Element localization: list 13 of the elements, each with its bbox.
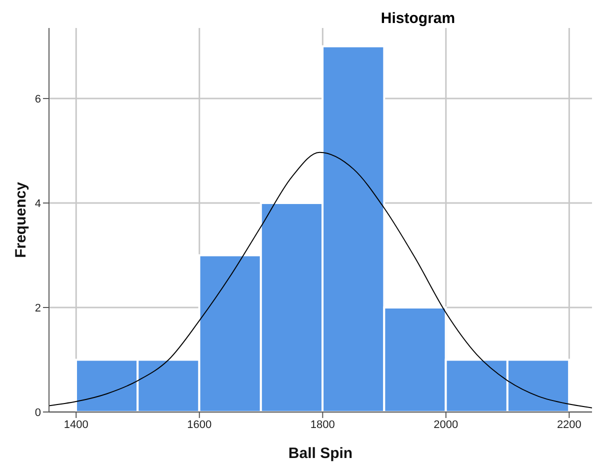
chart-title: Histogram <box>380 10 456 27</box>
x-axis-title: Ball Spin <box>288 445 353 462</box>
x-tick-label: 1800 <box>310 418 335 431</box>
y-tick-label: 0 <box>34 406 41 419</box>
y-tick-label: 2 <box>34 302 41 314</box>
x-tick-label: 1400 <box>64 418 88 431</box>
y-tick-label: 4 <box>34 198 41 210</box>
x-tick-label: 2000 <box>434 418 458 431</box>
x-tick-label: 1600 <box>187 418 212 431</box>
x-tick-label: 2200 <box>556 418 582 431</box>
line-series <box>49 152 592 408</box>
y-axis-title: Frequency <box>12 181 30 258</box>
y-tick-label: 6 <box>34 93 41 106</box>
